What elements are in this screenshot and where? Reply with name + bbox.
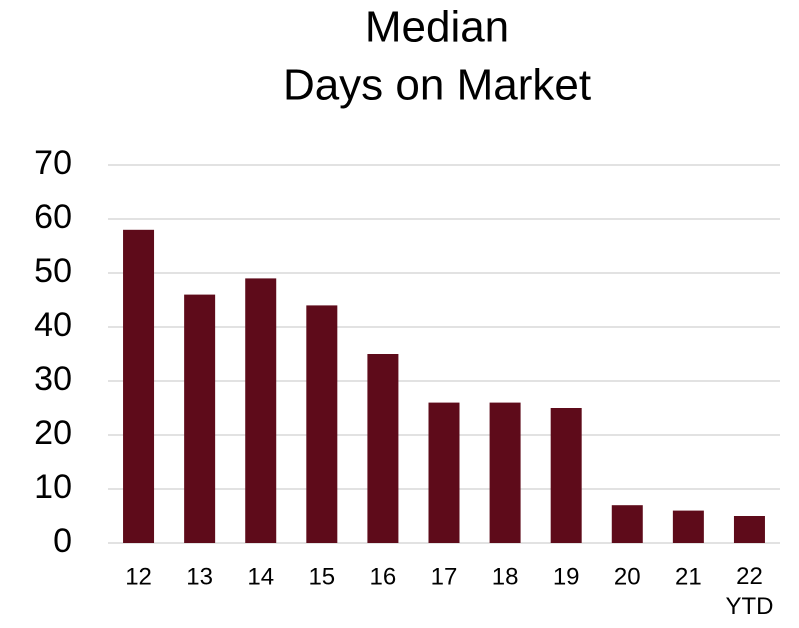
bar xyxy=(611,505,643,543)
bar xyxy=(306,305,338,543)
x-tick-label: 22 YTD xyxy=(725,563,773,620)
y-tick-label: 0 xyxy=(53,522,72,560)
bar xyxy=(245,278,277,543)
y-tick-label: 50 xyxy=(34,252,72,290)
y-tick-label: 70 xyxy=(34,144,72,182)
y-tick-label: 60 xyxy=(34,198,72,236)
bar xyxy=(489,402,521,543)
x-tick-label: 16 xyxy=(370,563,397,590)
y-tick-label: 10 xyxy=(34,468,72,506)
x-tick-label: 15 xyxy=(308,563,335,590)
y-tick-label: 30 xyxy=(34,360,72,398)
x-tick-label: 19 xyxy=(553,563,580,590)
x-tick-label: 12 xyxy=(125,563,152,590)
x-tick-label: 21 xyxy=(675,563,702,590)
x-tick-label: 20 xyxy=(614,563,641,590)
bar xyxy=(184,294,216,543)
bar xyxy=(672,510,704,543)
chart-title: Median xyxy=(365,3,509,52)
x-tick-label: 17 xyxy=(431,563,458,590)
y-tick-label: 40 xyxy=(34,306,72,344)
chart-title: Days on Market xyxy=(283,61,591,110)
x-tick-label: 14 xyxy=(247,563,274,590)
bar xyxy=(367,354,399,543)
x-tick-label: 18 xyxy=(492,563,519,590)
bar xyxy=(123,229,155,544)
bar xyxy=(428,402,460,543)
bar xyxy=(550,408,582,543)
y-tick-label: 20 xyxy=(34,414,72,452)
x-tick-label: 13 xyxy=(186,563,213,590)
bar xyxy=(733,516,765,543)
